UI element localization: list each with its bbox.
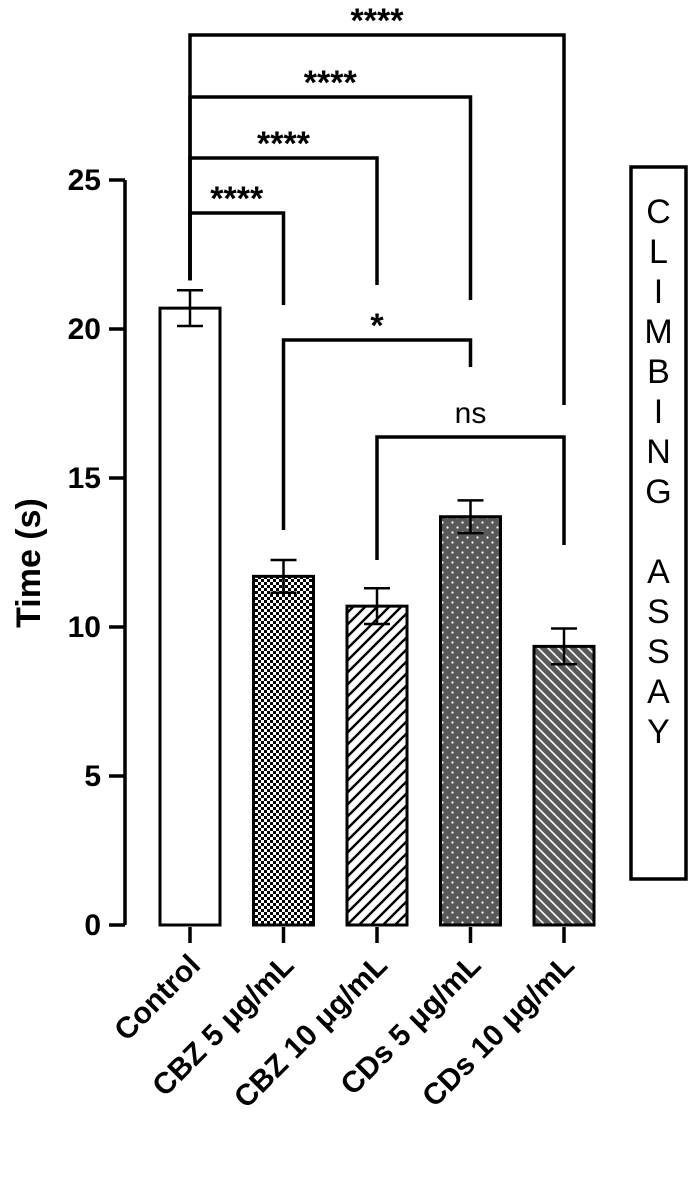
significance-brackets: *****************ns <box>188 2 566 560</box>
significance-label: **** <box>257 125 311 163</box>
significance-bracket <box>375 435 566 560</box>
side-label-letter: N <box>646 433 671 471</box>
side-label-box <box>629 165 688 881</box>
side-label-letter: S <box>647 633 670 671</box>
side-label-letter: Y <box>647 713 670 751</box>
y-tick-label: 10 <box>68 611 101 644</box>
side-label-letter: I <box>654 273 663 311</box>
y-axis-title: Time (s) <box>10 498 48 628</box>
y-tick-label: 20 <box>68 313 101 346</box>
significance-label: **** <box>351 2 405 40</box>
significance-bracket <box>281 338 473 530</box>
side-label-letter: M <box>644 313 672 351</box>
side-label-letter: S <box>647 593 670 631</box>
side-label-letter: B <box>647 353 670 391</box>
bar <box>532 644 596 927</box>
bar <box>345 604 409 927</box>
significance-label: **** <box>210 180 264 218</box>
significance-bracket <box>188 211 286 305</box>
significance-bracket <box>188 33 566 405</box>
side-label-letter: C <box>646 193 671 231</box>
bar <box>252 574 315 927</box>
x-ticks <box>188 927 566 943</box>
significance-label: **** <box>304 64 358 102</box>
bars <box>158 306 596 927</box>
side-label-letter: G <box>645 473 671 511</box>
side-label-letter: I <box>654 393 663 431</box>
side-label-letter: A <box>647 673 670 711</box>
bar <box>439 515 502 927</box>
bar <box>158 306 222 927</box>
significance-label: ns <box>455 397 487 430</box>
y-tick-label: 25 <box>68 164 101 197</box>
error-bars <box>177 289 577 666</box>
side-label-letter: L <box>649 233 668 271</box>
y-tick-label: 0 <box>84 909 101 942</box>
side-label-letter: A <box>647 553 670 591</box>
y-ticks: 0 5 10 15 20 25 <box>68 164 125 942</box>
y-tick-label: 15 <box>68 462 101 495</box>
y-tick-label: 5 <box>84 760 101 793</box>
significance-label: * <box>370 307 384 345</box>
